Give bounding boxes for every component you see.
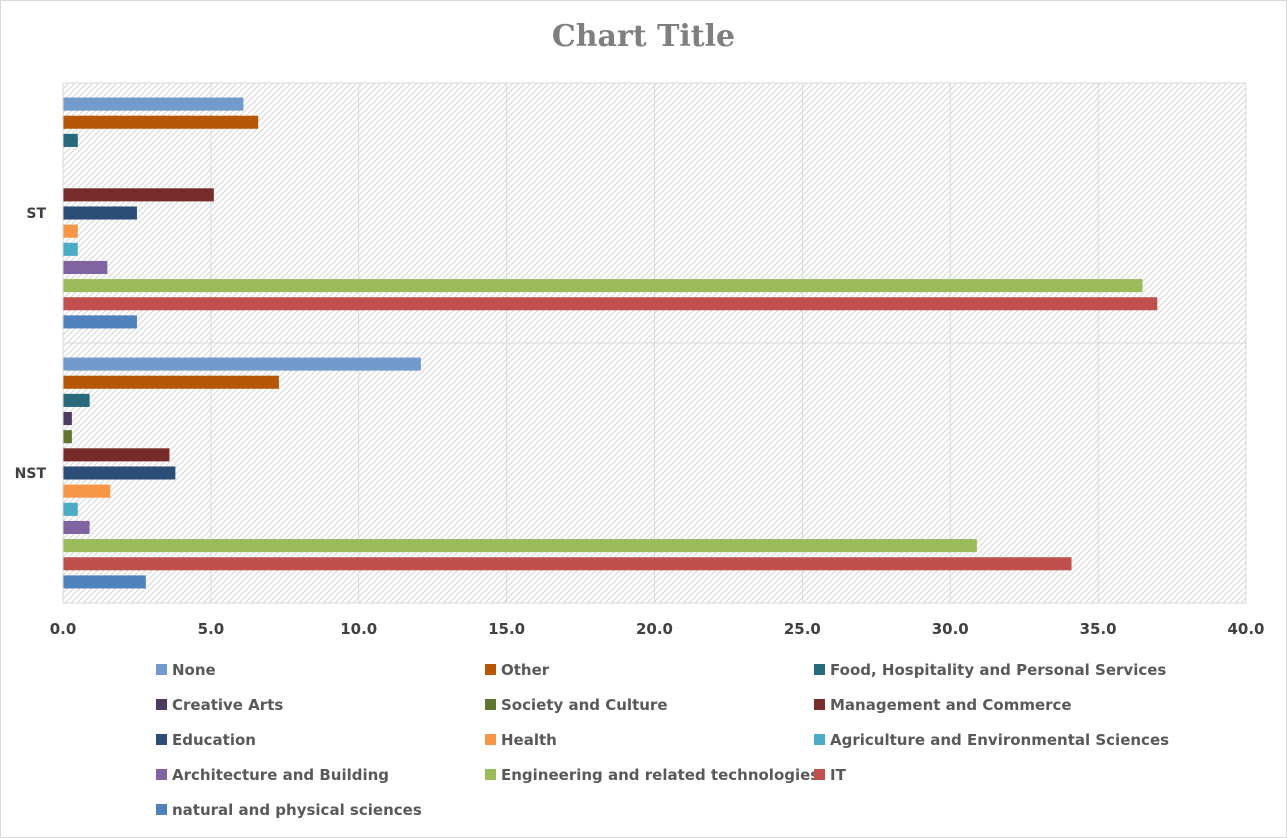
bar-it-st [63, 297, 1158, 311]
x-tick-label: 25.0 [784, 620, 821, 638]
bar-agriculture-and-environmental-sciences-nst [63, 502, 78, 516]
bar-management-and-commerce-nst [63, 448, 170, 462]
bar-management-and-commerce-st [63, 188, 214, 202]
legend-label: None [172, 661, 216, 679]
legend-item-food-hospitality-and-personal-services: Food, Hospitality and Personal Services [814, 661, 1166, 679]
legend-swatch [814, 664, 825, 675]
bar-education-nst [63, 466, 176, 480]
legend-label: IT [830, 766, 847, 784]
legend-swatch [485, 664, 496, 675]
bar-creative-arts-nst [63, 412, 72, 426]
legend-swatch [156, 734, 167, 745]
legend-swatch [814, 734, 825, 745]
x-tick-label: 40.0 [1227, 620, 1264, 638]
category-label: NST [15, 466, 47, 482]
legend-item-agriculture-and-environmental-sciences: Agriculture and Environmental Sciences [814, 731, 1169, 749]
legend-swatch [814, 769, 825, 780]
bar-society-and-culture-nst [63, 430, 72, 444]
bar-health-st [63, 224, 78, 238]
bar-none-nst [63, 357, 421, 371]
chart-title: Chart Title [551, 19, 736, 54]
legend-item-natural-and-physical-sciences: natural and physical sciences [156, 801, 422, 819]
legend-label: Engineering and related technologies [501, 766, 819, 784]
legend-item-health: Health [485, 731, 557, 749]
bar-none-st [63, 97, 244, 111]
legend-label: Food, Hospitality and Personal Services [830, 661, 1166, 679]
legend-item-it: IT [814, 766, 847, 784]
legend-item-none: None [156, 661, 216, 679]
bar-food-hospitality-and-personal-services-st [63, 133, 78, 147]
bar-other-nst [63, 375, 279, 389]
legend-label: Agriculture and Environmental Sciences [830, 731, 1169, 749]
bar-it-nst [63, 557, 1072, 571]
legend-swatch [156, 769, 167, 780]
x-tick-label: 5.0 [198, 620, 225, 638]
legend-label: Management and Commerce [830, 696, 1072, 714]
legend: None Other Food, Hospitality and Personal … [156, 661, 1169, 819]
bar-natural-and-physical-sciences-nst [63, 575, 146, 589]
bar-architecture-and-building-st [63, 260, 108, 274]
x-tick-label: 10.0 [340, 620, 377, 638]
legend-label: Health [501, 731, 557, 749]
bar-engineering-and-related-technologies-st [63, 279, 1143, 293]
x-tick-label: 35.0 [1080, 620, 1117, 638]
legend-label: Architecture and Building [172, 766, 389, 784]
legend-label: Other [501, 661, 550, 679]
x-tick-label: 15.0 [488, 620, 525, 638]
category-label: ST [26, 206, 46, 222]
legend-swatch [485, 734, 496, 745]
legend-item-education: Education [156, 731, 256, 749]
legend-item-architecture-and-building: Architecture and Building [156, 766, 389, 784]
legend-swatch [156, 699, 167, 710]
plot-area [62, 82, 1247, 604]
legend-swatch [156, 804, 167, 815]
legend-item-management-and-commerce: Management and Commerce [814, 696, 1072, 714]
legend-item-engineering-and-related-technologies: Engineering and related technologies [485, 766, 819, 784]
legend-item-creative-arts: Creative Arts [156, 696, 283, 714]
legend-item-other: Other [485, 661, 550, 679]
legend-item-society-and-culture: Society and Culture [485, 696, 668, 714]
x-tick-label: 0.0 [50, 620, 77, 638]
bars-layer [63, 97, 1158, 589]
bar-health-nst [63, 484, 111, 498]
legend-swatch [156, 664, 167, 675]
x-tick-label: 20.0 [636, 620, 673, 638]
bar-other-st [63, 115, 259, 129]
legend-label: Society and Culture [501, 696, 668, 714]
x-tick-label: 30.0 [932, 620, 969, 638]
legend-swatch [814, 699, 825, 710]
axis-layer: 0.0 5.0 10.0 15.0 20.0 25.0 30.0 35.0 40.0 NST ST [15, 83, 1265, 638]
bar-food-hospitality-and-personal-services-nst [63, 393, 90, 407]
legend-label: Education [172, 731, 256, 749]
legend-label: natural and physical sciences [172, 801, 422, 819]
legend-swatch [485, 769, 496, 780]
bar-architecture-and-building-nst [63, 520, 90, 534]
legend-swatch [485, 699, 496, 710]
bar-engineering-and-related-technologies-nst [63, 539, 977, 553]
bar-natural-and-physical-sciences-st [63, 315, 137, 329]
bar-education-st [63, 206, 137, 220]
bar-agriculture-and-environmental-sciences-st [63, 242, 78, 256]
legend-label: Creative Arts [172, 696, 283, 714]
